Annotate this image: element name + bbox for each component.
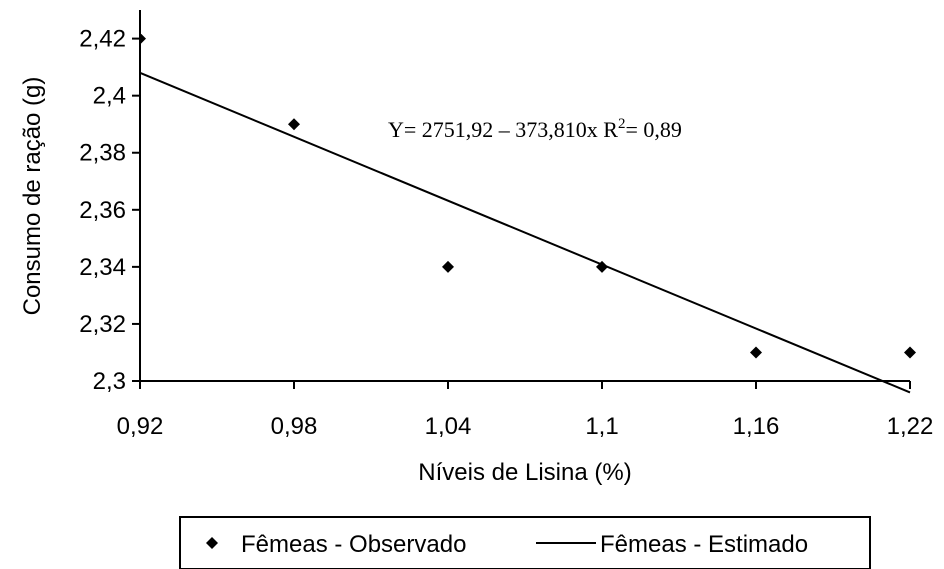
legend-observado-label: Fêmeas - Observado <box>241 531 466 558</box>
y-tick-label: 2,3 <box>93 368 126 395</box>
equation-prefix: Y= 2751,92 – 373,810x R <box>388 117 618 142</box>
regression-equation: Y= 2751,92 – 373,810x R2= 0,89 <box>388 116 682 142</box>
x-tick-label: 0,98 <box>271 413 318 440</box>
y-tick-label: 2,42 <box>79 26 126 53</box>
x-tick-label: 1,04 <box>425 413 472 440</box>
plot-area <box>139 33 916 394</box>
x-tick-label: 0,92 <box>117 413 164 440</box>
y-tick-label: 2,32 <box>79 311 126 338</box>
y-axis-title: Consumo de ração (g) <box>19 77 46 316</box>
data-point <box>904 346 916 359</box>
x-ticks: 0,92 0,98 1,04 1,1 1,16 1,22 <box>117 381 934 440</box>
data-point <box>750 346 762 359</box>
y-ticks: 2,3 2,32 2,34 2,36 2,38 2,4 2,42 <box>79 26 140 395</box>
y-tick-label: 2,38 <box>79 140 126 167</box>
y-tick-label: 2,4 <box>93 83 126 110</box>
legend: Fêmeas - Observado Fêmeas - Estimado <box>179 516 871 569</box>
x-tick-label: 1,22 <box>887 413 934 440</box>
equation-suffix: = 0,89 <box>625 117 681 142</box>
x-axis-title: Níveis de Lisina (%) <box>418 459 631 486</box>
x-tick-label: 1,16 <box>733 413 780 440</box>
data-point <box>141 33 146 44</box>
x-tick-label: 1,1 <box>585 413 618 440</box>
legend-box <box>179 516 871 569</box>
legend-estimado-label: Fêmeas - Estimado <box>600 531 808 558</box>
y-tick-label: 2,34 <box>79 254 126 281</box>
data-point <box>442 260 454 273</box>
y-tick-label: 2,36 <box>79 197 126 224</box>
series-estimado-line <box>139 71 911 394</box>
legend-observado-marker <box>206 537 218 549</box>
series-observado <box>141 33 916 359</box>
data-point <box>596 260 608 273</box>
equation-superscript: 2 <box>618 116 626 132</box>
data-point <box>288 118 300 131</box>
